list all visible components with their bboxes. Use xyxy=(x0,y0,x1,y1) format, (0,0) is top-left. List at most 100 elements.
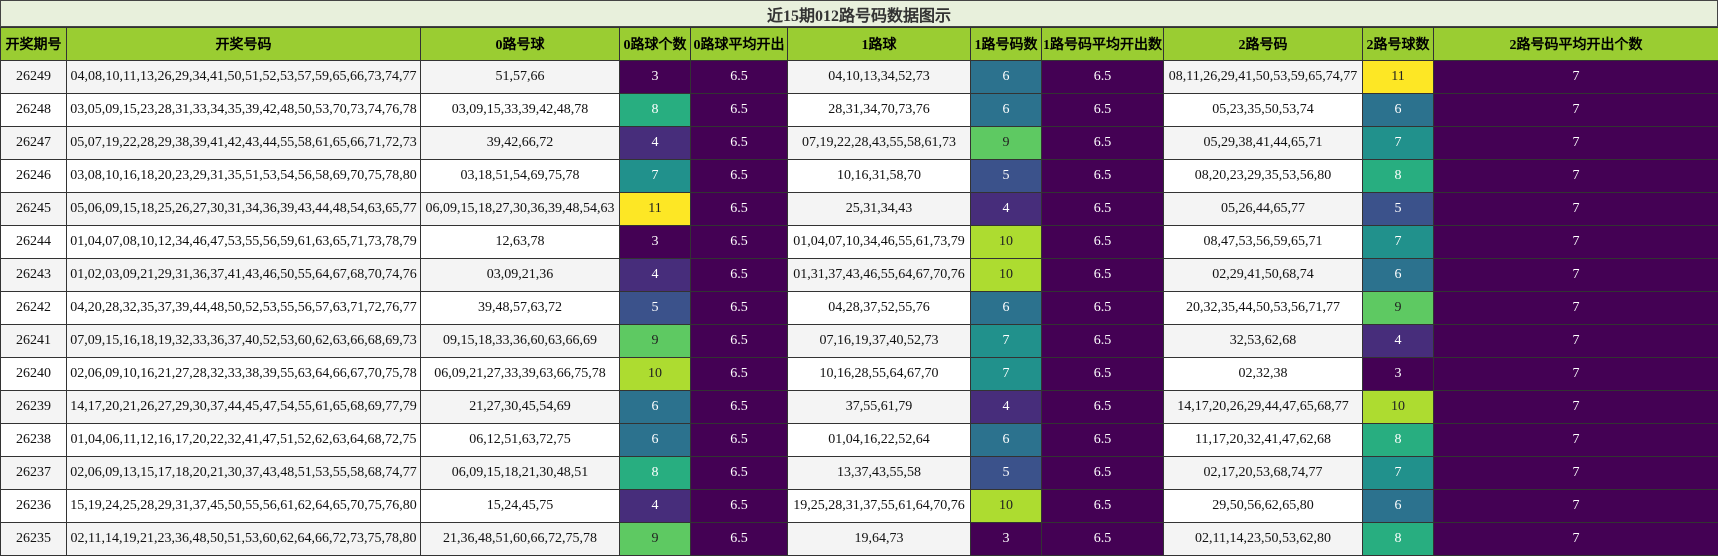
table-row: 26240 02,06,09,10,16,21,27,28,32,33,38,39… xyxy=(0,357,1718,391)
cell-route1-balls: 37,55,61,79 xyxy=(787,390,971,424)
cell-route0-avg: 6.5 xyxy=(690,291,788,325)
cell-route1-balls: 01,04,16,22,52,64 xyxy=(787,423,971,457)
cell-route0-avg: 6.5 xyxy=(690,522,788,556)
cell-route1-balls: 13,37,43,55,58 xyxy=(787,456,971,490)
cell-route2-count: 7 xyxy=(1362,225,1434,259)
cell-route2-balls: 20,32,35,44,50,53,56,71,77 xyxy=(1163,291,1363,325)
cell-route1-avg: 6.5 xyxy=(1041,60,1164,94)
header-route0-count: 0路球个数 xyxy=(619,27,691,61)
cell-route0-balls: 03,09,21,36 xyxy=(420,258,620,292)
table-row: 26247 05,07,19,22,28,29,38,39,41,42,43,44… xyxy=(0,126,1718,160)
cell-route2-balls: 32,53,62,68 xyxy=(1163,324,1363,358)
cell-route2-avg: 7 xyxy=(1433,456,1718,490)
table-row: 26248 03,05,09,15,23,28,31,33,34,35,39,42… xyxy=(0,93,1718,127)
cell-numbers: 01,04,06,11,12,16,17,20,22,32,41,47,51,5… xyxy=(66,423,421,457)
cell-route2-count: 10 xyxy=(1362,390,1434,424)
cell-numbers: 02,06,09,10,16,21,27,28,32,33,38,39,55,6… xyxy=(66,357,421,391)
cell-period: 26248 xyxy=(0,93,67,127)
cell-route2-avg: 7 xyxy=(1433,258,1718,292)
table-row: 26244 01,04,07,08,10,12,34,46,47,53,55,56… xyxy=(0,225,1718,259)
cell-route0-avg: 6.5 xyxy=(690,225,788,259)
cell-route0-balls: 21,36,48,51,60,66,72,75,78 xyxy=(420,522,620,556)
cell-route0-balls: 21,27,30,45,54,69 xyxy=(420,390,620,424)
cell-route0-count: 7 xyxy=(619,159,691,193)
cell-route1-balls: 10,16,31,58,70 xyxy=(787,159,971,193)
cell-route2-count: 5 xyxy=(1362,192,1434,226)
cell-route0-avg: 6.5 xyxy=(690,489,788,523)
cell-route1-count: 4 xyxy=(970,390,1042,424)
cell-route2-count: 9 xyxy=(1362,291,1434,325)
cell-route2-avg: 7 xyxy=(1433,93,1718,127)
cell-route1-count: 4 xyxy=(970,192,1042,226)
table-row: 26242 04,20,28,32,35,37,39,44,48,50,52,53… xyxy=(0,291,1718,325)
header-route2-count: 2路号球数 xyxy=(1362,27,1434,61)
cell-route1-count: 5 xyxy=(970,456,1042,490)
cell-route0-count: 5 xyxy=(619,291,691,325)
cell-route1-avg: 6.5 xyxy=(1041,423,1164,457)
cell-route0-avg: 6.5 xyxy=(690,456,788,490)
cell-route1-balls: 28,31,34,70,73,76 xyxy=(787,93,971,127)
cell-route2-balls: 08,47,53,56,59,65,71 xyxy=(1163,225,1363,259)
cell-route1-balls: 07,16,19,37,40,52,73 xyxy=(787,324,971,358)
cell-route0-count: 6 xyxy=(619,423,691,457)
cell-route2-balls: 02,11,14,23,50,53,62,80 xyxy=(1163,522,1363,556)
cell-route1-avg: 6.5 xyxy=(1041,126,1164,160)
cell-route2-count: 4 xyxy=(1362,324,1434,358)
cell-route0-avg: 6.5 xyxy=(690,126,788,160)
cell-route2-count: 7 xyxy=(1362,456,1434,490)
cell-route1-balls: 19,64,73 xyxy=(787,522,971,556)
cell-period: 26243 xyxy=(0,258,67,292)
cell-route1-count: 6 xyxy=(970,93,1042,127)
cell-route0-avg: 6.5 xyxy=(690,159,788,193)
cell-route1-balls: 01,31,37,43,46,55,64,67,70,76 xyxy=(787,258,971,292)
cell-numbers: 14,17,20,21,26,27,29,30,37,44,45,47,54,5… xyxy=(66,390,421,424)
cell-route0-count: 9 xyxy=(619,324,691,358)
cell-route1-balls: 25,31,34,43 xyxy=(787,192,971,226)
cell-route2-balls: 05,26,44,65,77 xyxy=(1163,192,1363,226)
cell-route0-count: 3 xyxy=(619,225,691,259)
cell-route0-avg: 6.5 xyxy=(690,93,788,127)
cell-route0-avg: 6.5 xyxy=(690,324,788,358)
cell-route2-count: 7 xyxy=(1362,126,1434,160)
cell-route1-count: 3 xyxy=(970,522,1042,556)
cell-route1-balls: 10,16,28,55,64,67,70 xyxy=(787,357,971,391)
cell-route2-avg: 7 xyxy=(1433,324,1718,358)
cell-route2-count: 8 xyxy=(1362,423,1434,457)
header-numbers: 开奖号码 xyxy=(66,27,421,61)
table-row: 26235 02,11,14,19,21,23,36,48,50,51,53,60… xyxy=(0,522,1718,556)
cell-route2-count: 8 xyxy=(1362,159,1434,193)
cell-period: 26247 xyxy=(0,126,67,160)
cell-route1-avg: 6.5 xyxy=(1041,225,1164,259)
cell-route2-balls: 14,17,20,26,29,44,47,65,68,77 xyxy=(1163,390,1363,424)
table-row: 26245 05,06,09,15,18,25,26,27,30,31,34,36… xyxy=(0,192,1718,226)
cell-period: 26245 xyxy=(0,192,67,226)
cell-period: 26242 xyxy=(0,291,67,325)
cell-route0-count: 4 xyxy=(619,258,691,292)
cell-route0-count: 8 xyxy=(619,93,691,127)
cell-route2-count: 11 xyxy=(1362,60,1434,94)
cell-period: 26241 xyxy=(0,324,67,358)
cell-route0-avg: 6.5 xyxy=(690,390,788,424)
cell-route1-balls: 04,10,13,34,52,73 xyxy=(787,60,971,94)
cell-route1-count: 10 xyxy=(970,258,1042,292)
cell-route1-avg: 6.5 xyxy=(1041,324,1164,358)
cell-route2-avg: 7 xyxy=(1433,225,1718,259)
cell-route0-balls: 03,18,51,54,69,75,78 xyxy=(420,159,620,193)
cell-route1-count: 7 xyxy=(970,357,1042,391)
table-title: 近15期012路号码数据图示 xyxy=(0,0,1718,27)
cell-numbers: 04,20,28,32,35,37,39,44,48,50,52,53,55,5… xyxy=(66,291,421,325)
cell-route1-count: 6 xyxy=(970,60,1042,94)
cell-numbers: 05,07,19,22,28,29,38,39,41,42,43,44,55,5… xyxy=(66,126,421,160)
cell-numbers: 01,04,07,08,10,12,34,46,47,53,55,56,59,6… xyxy=(66,225,421,259)
cell-route0-count: 6 xyxy=(619,390,691,424)
cell-route2-balls: 08,11,26,29,41,50,53,59,65,74,77 xyxy=(1163,60,1363,94)
cell-route2-balls: 05,23,35,50,53,74 xyxy=(1163,93,1363,127)
cell-route2-avg: 7 xyxy=(1433,423,1718,457)
cell-route0-count: 10 xyxy=(619,357,691,391)
cell-numbers: 03,08,10,16,18,20,23,29,31,35,51,53,54,5… xyxy=(66,159,421,193)
cell-period: 26244 xyxy=(0,225,67,259)
cell-route1-avg: 6.5 xyxy=(1041,159,1164,193)
cell-route0-avg: 6.5 xyxy=(690,423,788,457)
cell-route0-balls: 39,48,57,63,72 xyxy=(420,291,620,325)
cell-route0-avg: 6.5 xyxy=(690,192,788,226)
